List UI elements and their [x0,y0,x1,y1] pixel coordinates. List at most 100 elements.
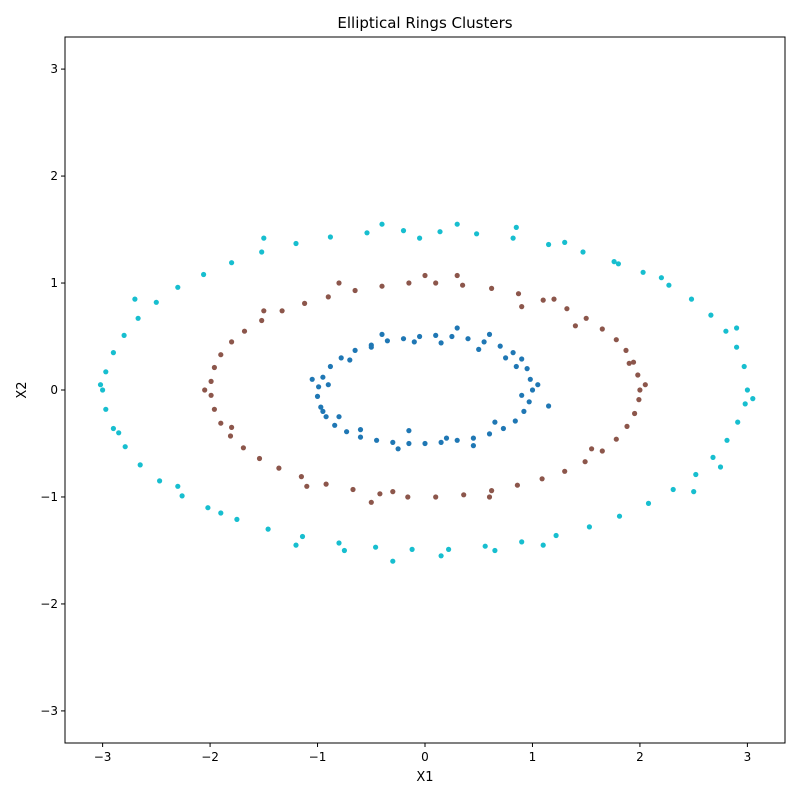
data-point [374,437,380,443]
data-point [261,308,267,314]
data-point [658,275,665,281]
data-point [406,428,412,434]
data-point [645,500,652,506]
data-point [433,494,439,500]
data-point [529,387,536,393]
data-point [521,408,527,414]
data-point [411,339,417,345]
y-tick-label: −3 [40,704,58,718]
data-point [470,435,476,441]
data-point [318,404,324,410]
data-point [211,364,217,371]
data-point [218,352,224,358]
data-point [344,429,350,435]
data-point [551,296,557,302]
data-point [734,325,740,331]
x-axis-label: X1 [416,770,433,785]
data-point [519,539,525,545]
data-point [744,387,751,393]
data-point [332,422,338,428]
data-point [304,483,310,489]
data-point [405,494,411,500]
data-point [276,465,282,471]
x-tick-label: 3 [744,750,752,764]
data-point [377,491,383,497]
data-point [476,346,482,352]
data-point [454,325,460,331]
data-point [481,339,487,345]
data-point [640,269,646,275]
x-tick-label: 0 [421,750,429,764]
data-point [279,308,285,314]
data-point [724,437,730,443]
data-point [742,401,748,407]
data-point [513,363,519,370]
data-point [599,448,605,454]
y-tick-label: 2 [50,169,58,183]
data-point [179,493,185,499]
data-point [708,312,714,318]
data-point [519,304,525,310]
data-point [352,347,358,353]
data-point [438,439,444,445]
data-point [368,499,374,505]
data-point [316,384,322,390]
data-point [583,315,589,321]
data-point [470,443,476,449]
data-point [693,471,699,478]
y-tick-label: 0 [50,383,58,397]
data-point [589,446,595,452]
data-point [373,544,379,550]
data-point [492,419,498,425]
data-point [514,482,521,488]
data-point [454,437,460,443]
data-point [379,221,385,227]
data-point [624,423,630,429]
data-point [540,297,546,303]
x-tick-label: −3 [94,750,112,764]
data-point [325,382,331,388]
data-point [512,418,518,424]
data-point [409,546,415,553]
data-point [433,332,439,338]
data-point [227,433,234,439]
data-point [482,543,488,549]
data-point [586,524,593,530]
data-point [175,483,181,489]
data-point [422,440,428,447]
data-point [437,229,443,235]
data-point [510,350,516,356]
data-point [390,558,396,564]
data-point [208,378,214,384]
data-point [379,331,385,337]
data-point [433,280,439,286]
data-point [635,372,641,378]
data-point [623,347,629,353]
data-point [562,239,568,245]
data-point [395,446,401,452]
x-tick-label: 2 [636,750,644,764]
data-point [489,285,495,291]
data-point [461,492,467,498]
data-point [422,272,428,279]
data-point [259,317,265,324]
data-point [519,392,525,398]
data-point [446,546,452,553]
data-point [492,547,498,554]
data-point [500,425,506,432]
x-tick-label: 1 [529,750,537,764]
data-point [515,291,522,297]
data-point [642,382,648,388]
data-point [666,282,672,288]
data-point [582,459,588,465]
data-point [327,234,333,240]
data-point [97,382,104,388]
data-point [449,333,455,340]
data-point [350,486,356,493]
data-point [519,356,525,362]
data-point [616,513,623,519]
data-point [352,287,358,294]
data-point [613,436,619,442]
data-point [132,296,138,302]
data-point [241,328,248,334]
